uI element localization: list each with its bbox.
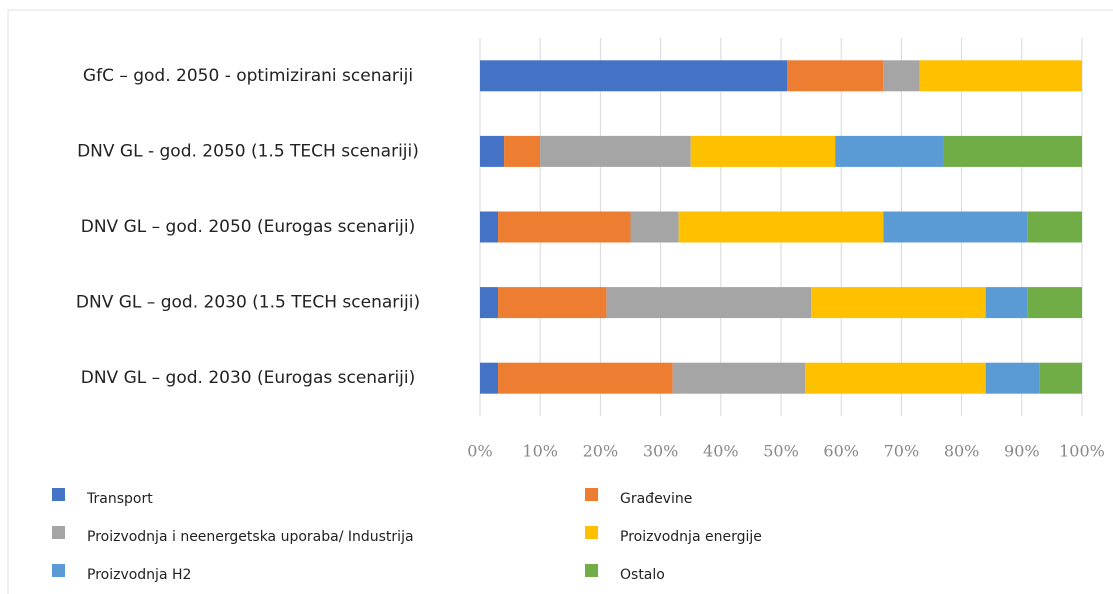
bar-segment (811, 287, 986, 319)
x-tick-label: 60% (823, 442, 859, 461)
legend-label: Proizvodnja energije (620, 529, 762, 545)
legend-label: Transport (86, 491, 153, 507)
bar-segment (690, 135, 836, 167)
bar-segment (606, 287, 812, 319)
x-tick-label: 50% (763, 442, 799, 461)
legend-label: Građevine (620, 491, 692, 507)
category-label: GfC – god. 2050 - optimizirani scenariji (83, 66, 413, 86)
bar-segment (480, 287, 499, 319)
legend-label: Proizvodnja i neenergetska uporaba/ Indu… (87, 529, 414, 545)
bar-segment (985, 287, 1028, 319)
x-tick-label: 90% (1004, 442, 1040, 461)
bar-segment (787, 60, 884, 92)
legend-swatch (585, 526, 598, 539)
bar-segment (672, 362, 806, 394)
bar-segment (540, 135, 691, 167)
x-tick-label: 20% (583, 442, 619, 461)
legend-swatch (585, 564, 598, 577)
legend-label: Ostalo (620, 567, 665, 583)
bar-segment (1027, 287, 1082, 319)
legend-swatch (52, 526, 65, 539)
x-tick-label: 100% (1059, 442, 1105, 461)
bar-segment (630, 211, 679, 243)
bar-segment (480, 60, 788, 92)
x-tick-label: 40% (703, 442, 739, 461)
bar-segment (1027, 211, 1082, 243)
category-label: DNV GL - god. 2050 (1.5 TECH scenariji) (77, 141, 419, 161)
bar-segment (498, 287, 607, 319)
chart-border (7, 9, 1113, 594)
bar-segment (835, 135, 944, 167)
bar-segment (504, 135, 541, 167)
bar-segment (883, 60, 920, 92)
bar-segment (943, 135, 1082, 167)
x-tick-label: 80% (944, 442, 980, 461)
x-tick-label: 10% (522, 442, 558, 461)
bar-segment (480, 362, 499, 394)
x-tick-label: 30% (643, 442, 679, 461)
legend-swatch (52, 564, 65, 577)
bar-segment (1039, 362, 1082, 394)
category-label: DNV GL – god. 2050 (Eurogas scenariji) (81, 217, 416, 237)
legend-swatch (585, 488, 598, 501)
category-label: DNV GL – god. 2030 (1.5 TECH scenariji) (76, 293, 420, 313)
bar-segment (919, 60, 1082, 92)
bar-segment (498, 362, 673, 394)
legend-swatch (52, 488, 65, 501)
bar-segment (805, 362, 986, 394)
x-tick-label: 0% (467, 442, 492, 461)
bar-segment (480, 211, 499, 243)
x-tick-label: 70% (884, 442, 920, 461)
bar-segment (985, 362, 1040, 394)
bar-segment (480, 135, 505, 167)
legend-label: Proizvodnja H2 (87, 567, 191, 583)
bar-segment (678, 211, 884, 243)
bar-segment (498, 211, 631, 243)
bar-segment (883, 211, 1028, 243)
category-label: DNV GL – god. 2030 (Eurogas scenariji) (81, 368, 416, 388)
